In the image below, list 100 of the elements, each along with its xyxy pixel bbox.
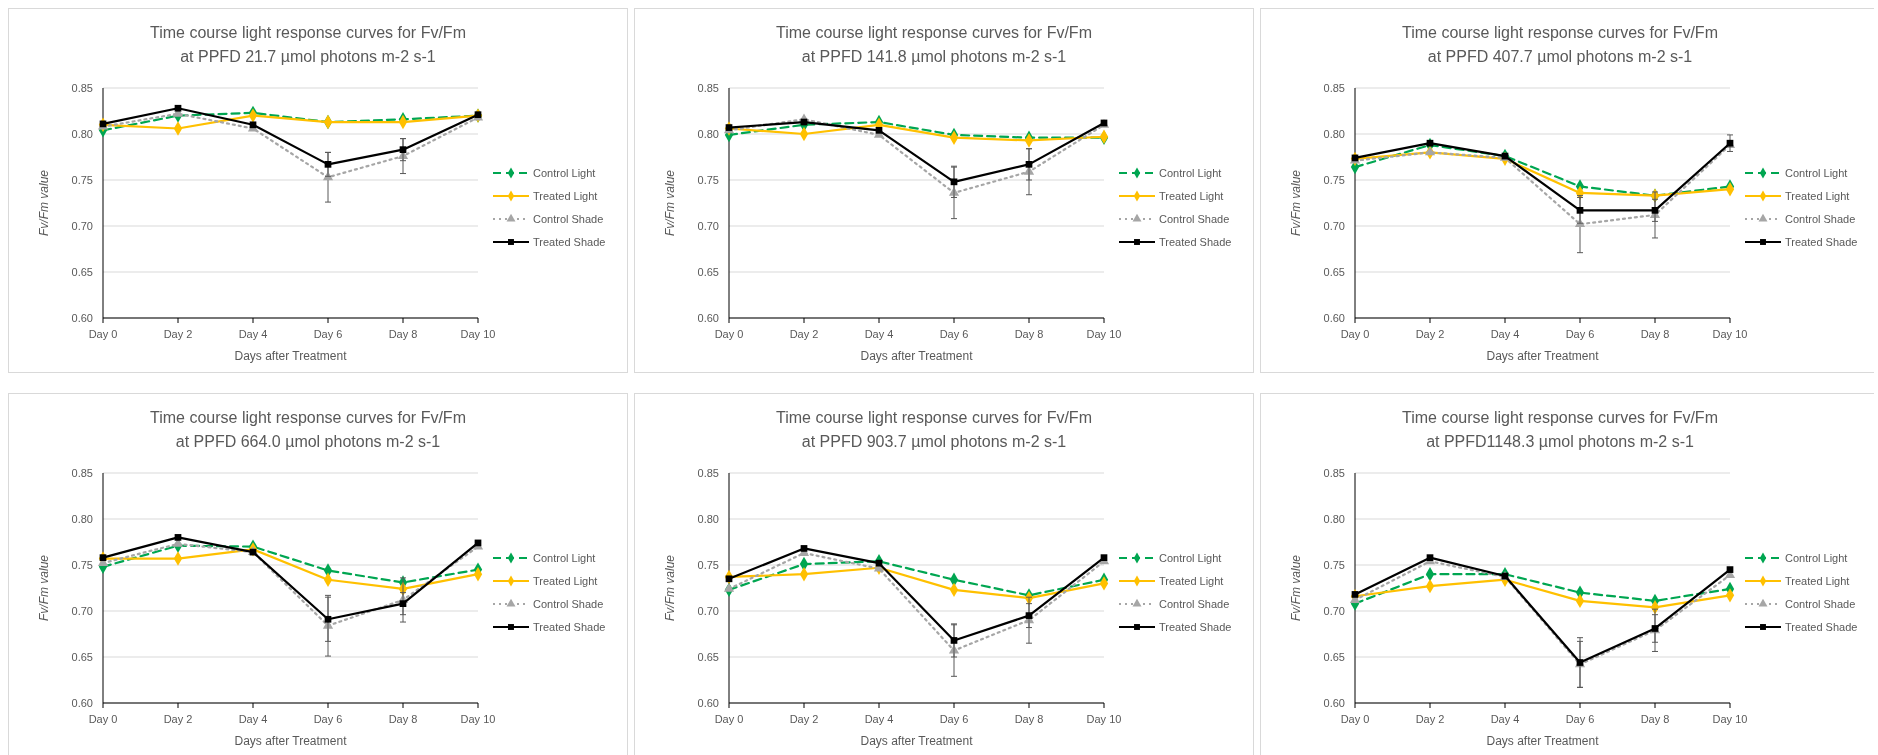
x-tick-label: Day 6	[939, 713, 969, 725]
x-tick-label: Day 10	[460, 328, 496, 340]
legend-label: Treated Light	[533, 574, 598, 587]
y-tick-label: 0.85	[1323, 466, 1345, 479]
y-tick-label: 0.85	[71, 466, 93, 479]
legend-label: Control Light	[1785, 551, 1848, 564]
y-tick-label: 0.70	[1323, 219, 1345, 232]
legend-label: Treated Light	[1159, 189, 1224, 202]
x-tick-label: Day 6	[313, 328, 343, 340]
chart-subtitle: at PPFD 407.7 µmol photons m-2 s-1	[1427, 48, 1693, 65]
legend-label: Control Light	[533, 166, 596, 179]
y-axis-title: Fv/Fm value	[1289, 554, 1303, 622]
y-tick-label: 0.70	[1323, 604, 1345, 617]
x-tick-label: Day 0	[714, 328, 744, 340]
y-tick-label: 0.80	[697, 512, 719, 525]
x-tick-label: Day 8	[1640, 328, 1670, 340]
y-tick-label: 0.75	[697, 173, 719, 186]
y-tick-label: 0.75	[1323, 558, 1345, 571]
x-tick-label: Day 10	[1086, 328, 1122, 340]
y-tick-label: 0.85	[71, 81, 93, 94]
x-axis-title: Days after Treatment	[860, 349, 974, 363]
y-tick-label: 0.60	[1323, 311, 1345, 324]
x-tick-label: Day 8	[1014, 328, 1044, 340]
y-axis-title: Fv/Fm value	[663, 169, 677, 237]
x-tick-label: Day 2	[1415, 328, 1445, 340]
legend-label: Control Shade	[533, 212, 604, 225]
chart-title: Time course light response curves for Fv/Fm	[1402, 24, 1718, 41]
y-tick-label: 0.65	[71, 265, 93, 278]
legend-label: Control Light	[1159, 551, 1222, 564]
x-tick-label: Day 8	[388, 328, 418, 340]
legend-label: Control Shade	[1785, 597, 1856, 610]
x-tick-label: Day 6	[1565, 713, 1595, 725]
legend-label: Treated Shade	[1785, 235, 1858, 248]
y-tick-label: 0.70	[697, 219, 719, 232]
legend-label: Treated Light	[1785, 189, 1850, 202]
legend-label: Treated Shade	[533, 620, 606, 633]
y-tick-label: 0.80	[71, 127, 93, 140]
legend-label: Treated Shade	[1159, 235, 1232, 248]
legend-label: Treated Shade	[1785, 620, 1858, 633]
chart-title: Time course light response curves for Fv/Fm	[150, 409, 466, 426]
x-tick-label: Day 0	[714, 713, 744, 725]
chart-subtitle: at PPFD 21.7 µmol photons m-2 s-1	[180, 48, 436, 65]
x-tick-label: Day 2	[163, 713, 193, 725]
x-axis-title: Days after Treatment	[1486, 349, 1600, 363]
y-tick-label: 0.60	[71, 696, 93, 709]
chart-subtitle: at PPFD 664.0 µmol photons m-2 s-1	[175, 433, 441, 450]
chart-subtitle: at PPFD1148.3 µmol photons m-2 s-1	[1426, 433, 1694, 450]
legend-label: Treated Shade	[1159, 620, 1232, 633]
y-axis-title: Fv/Fm value	[37, 169, 51, 237]
y-tick-label: 0.70	[71, 219, 93, 232]
y-tick-label: 0.75	[71, 558, 93, 571]
x-tick-label: Day 4	[1490, 328, 1520, 340]
y-tick-label: 0.85	[697, 81, 719, 94]
legend-label: Treated Shade	[533, 235, 606, 248]
y-axis-title: Fv/Fm value	[1289, 169, 1303, 237]
x-axis-title: Days after Treatment	[234, 734, 348, 748]
chart-subtitle: at PPFD 903.7 µmol photons m-2 s-1	[801, 433, 1067, 450]
legend-label: Control Shade	[533, 597, 604, 610]
x-tick-label: Day 10	[1086, 713, 1122, 725]
x-tick-label: Day 2	[789, 328, 819, 340]
x-tick-label: Day 2	[163, 328, 193, 340]
x-axis-title: Days after Treatment	[234, 349, 348, 363]
y-tick-label: 0.80	[1323, 127, 1345, 140]
y-tick-label: 0.65	[697, 650, 719, 663]
x-tick-label: Day 10	[460, 713, 496, 725]
legend-label: Control Light	[533, 551, 596, 564]
y-tick-label: 0.60	[697, 311, 719, 324]
x-tick-label: Day 0	[88, 713, 118, 725]
legend-label: Control Light	[1159, 166, 1222, 179]
x-tick-label: Day 0	[1340, 713, 1370, 725]
y-tick-label: 0.65	[1323, 265, 1345, 278]
legend-label: Control Shade	[1159, 212, 1230, 225]
x-tick-label: Day 2	[789, 713, 819, 725]
legend-label: Control Shade	[1159, 597, 1230, 610]
y-tick-label: 0.80	[71, 512, 93, 525]
y-tick-label: 0.70	[71, 604, 93, 617]
y-tick-label: 0.70	[697, 604, 719, 617]
y-tick-label: 0.75	[1323, 173, 1345, 186]
x-tick-label: Day 8	[1640, 713, 1670, 725]
y-tick-label: 0.65	[71, 650, 93, 663]
x-tick-label: Day 6	[1565, 328, 1595, 340]
y-tick-label: 0.60	[71, 311, 93, 324]
x-tick-label: Day 0	[88, 328, 118, 340]
x-tick-label: Day 4	[238, 328, 268, 340]
legend-label: Control Light	[1785, 166, 1848, 179]
legend-label: Treated Light	[1159, 574, 1224, 587]
x-tick-label: Day 10	[1712, 713, 1748, 725]
x-axis-title: Days after Treatment	[860, 734, 974, 748]
legend-label: Treated Light	[533, 189, 598, 202]
x-tick-label: Day 0	[1340, 328, 1370, 340]
x-tick-label: Day 6	[939, 328, 969, 340]
x-tick-label: Day 4	[1490, 713, 1520, 725]
y-tick-label: 0.60	[1323, 696, 1345, 709]
chart-title: Time course light response curves for Fv/Fm	[150, 24, 466, 41]
x-tick-label: Day 10	[1712, 328, 1748, 340]
x-tick-label: Day 6	[313, 713, 343, 725]
x-axis-title: Days after Treatment	[1486, 734, 1600, 748]
x-tick-label: Day 4	[238, 713, 268, 725]
y-tick-label: 0.85	[1323, 81, 1345, 94]
y-tick-label: 0.75	[71, 173, 93, 186]
